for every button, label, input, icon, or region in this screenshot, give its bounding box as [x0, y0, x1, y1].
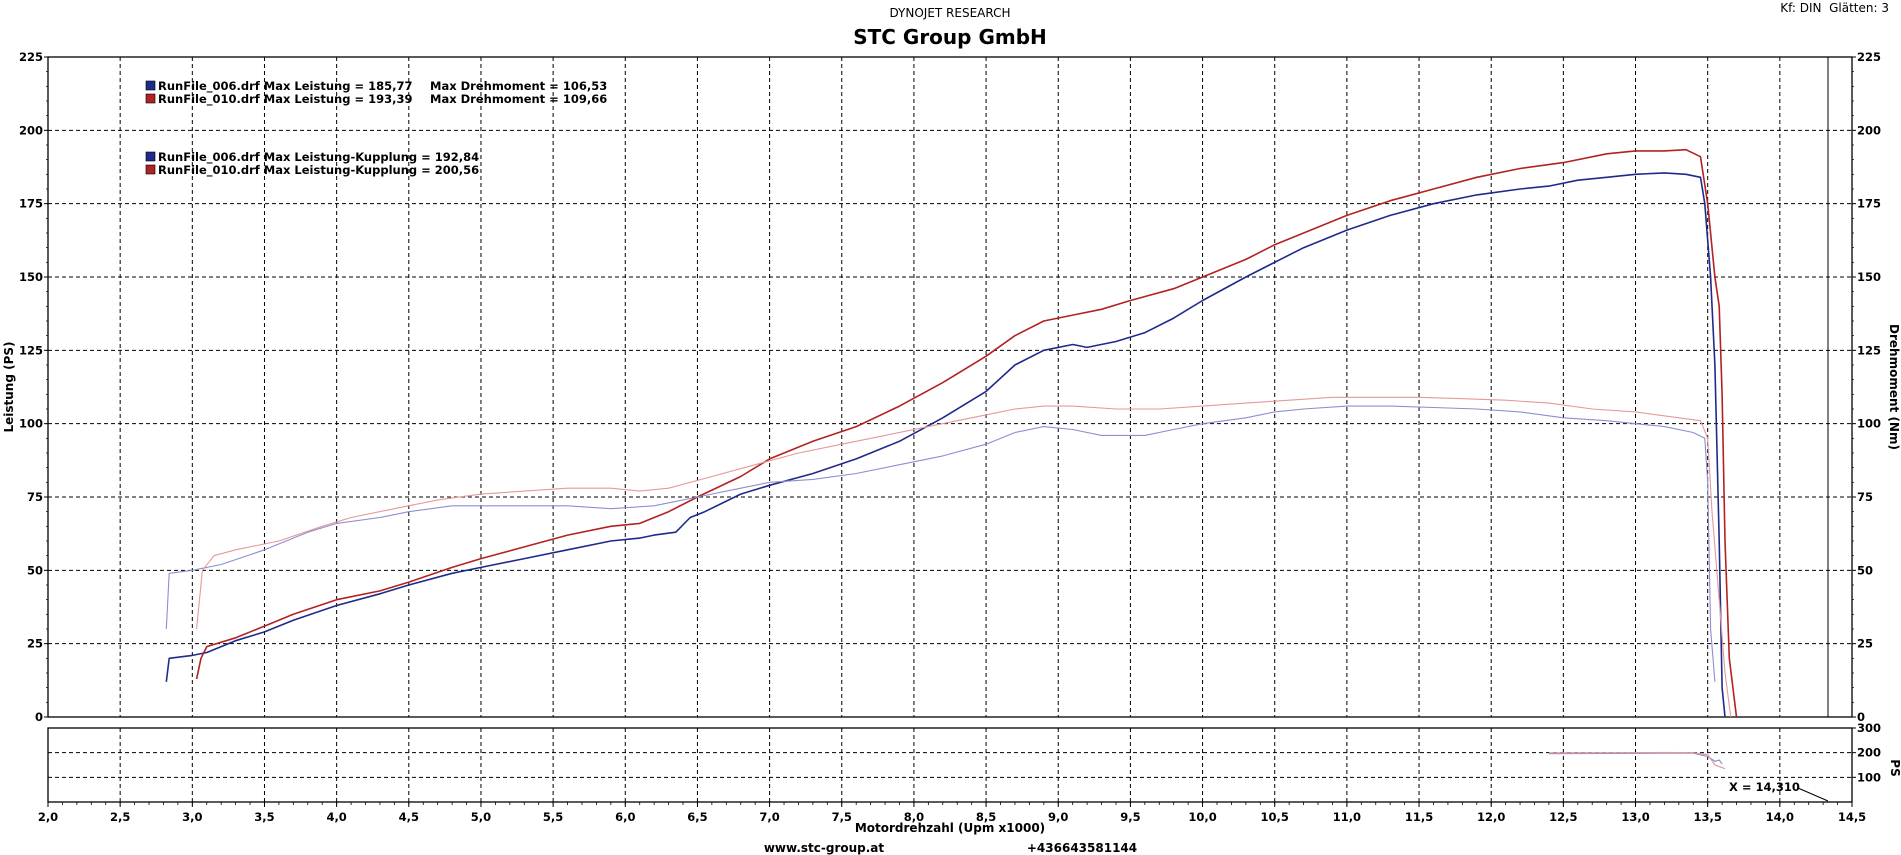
y-tick-label: 175 [19, 197, 43, 211]
sub-y-tick-labels: 100 200 300 [1852, 721, 1881, 784]
main-plot: 0 25 50 75 100 125 150 175 200 225 0 25 50 75 100 125 1… [19, 50, 1881, 724]
y2-tick-label: 25 [1857, 637, 1873, 651]
legend-swatch-010 [145, 93, 156, 104]
x-tick-label: 8,0 [904, 810, 924, 824]
x-tick-label: 13,5 [1693, 810, 1721, 824]
series-line-0 [165, 172, 1726, 718]
y-tick-label: 0 [35, 710, 43, 724]
y2-tick-labels: 0 25 50 75 100 125 150 175 200 225 [1852, 50, 1881, 724]
company-title: STC Group GmbH [853, 25, 1047, 49]
x-tick-label: 12,0 [1477, 810, 1505, 824]
sub-y-tick-label: 300 [1857, 721, 1881, 735]
main-grid [48, 57, 1852, 717]
y2-tick-label: 125 [1857, 343, 1881, 357]
y-tick-label: 225 [19, 50, 43, 64]
x-tick-label: 7,5 [832, 810, 852, 824]
sub-y-tick-label: 200 [1857, 746, 1881, 760]
sub-series-line-0 [1548, 752, 1723, 765]
series-line-3 [196, 396, 1732, 718]
sub-y-tick-label: 100 [1857, 770, 1881, 784]
y-tick-labels: 0 25 50 75 100 125 150 175 200 225 [19, 50, 48, 724]
x-tick-label: 3,5 [254, 810, 274, 824]
x-tick-label: 11,5 [1405, 810, 1433, 824]
y-tick-label: 125 [19, 343, 43, 357]
settings-label: Kf: DIN Glätten: 3 [1780, 1, 1889, 15]
footer-website: www.stc-group.at [764, 841, 885, 855]
y2-tick-label: 150 [1857, 270, 1881, 284]
legend-clutch-swatch-006 [145, 151, 156, 162]
x-tick-label: 12,5 [1549, 810, 1577, 824]
x-tick-label: 2,0 [38, 810, 58, 824]
y2-tick-label: 225 [1857, 50, 1881, 64]
x-tick-label: 5,0 [471, 810, 491, 824]
x-tick-label: 8,5 [976, 810, 996, 824]
y-tick-label: 100 [19, 417, 43, 431]
y-tick-label: 75 [27, 490, 43, 504]
legend-power-010: RunFile_010.drf Max Leistung = 193,39 [158, 92, 412, 107]
x-tick-label: 3,0 [182, 810, 202, 824]
legend-clutch-swatch-010 [145, 164, 156, 175]
series-line-2 [165, 405, 1716, 682]
x-tick-label: 4,5 [399, 810, 419, 824]
y2-tick-label: 175 [1857, 197, 1881, 211]
cursor-leader-line [1797, 787, 1829, 802]
x-tick-label: 10,0 [1188, 810, 1216, 824]
y-tick-label: 50 [27, 563, 43, 577]
x-tick-label: 6,0 [615, 810, 635, 824]
x-tick-label: 9,5 [1120, 810, 1140, 824]
x-tick-label: 13,0 [1621, 810, 1649, 824]
x-tick-label: 14,5 [1838, 810, 1866, 824]
footer-phone: +436643581144 [1027, 841, 1137, 855]
cursor-readout: X = 14,310 [1729, 780, 1800, 794]
y-tick-label: 200 [19, 123, 43, 137]
legend-torque-010: Max Drehmoment = 109,66 [430, 92, 607, 106]
x-tick-label: 5,5 [543, 810, 563, 824]
y-tick-label: 150 [19, 270, 43, 284]
legend-swatch-006 [145, 80, 156, 91]
x-tick-label: 11,0 [1333, 810, 1361, 824]
sub-series [1548, 751, 1726, 770]
x-axis-title: Motordrehzahl (Upm x1000) [855, 821, 1045, 835]
legend: RunFile_006.drf Max Leistung = 185,77 Ma… [145, 79, 607, 178]
y2-tick-label: 200 [1857, 123, 1881, 137]
y2-tick-label: 0 [1857, 710, 1865, 724]
bottom-x-tick-labels: 2,0 2,5 3,0 3,5 4,0 4,5 5,0 5,5 6,0 6,5 7,0 7,5 8,0 8… [38, 802, 1866, 824]
x-tick-label: 2,5 [110, 810, 130, 824]
main-series [165, 148, 1738, 718]
sub-series-line-1 [1548, 751, 1726, 770]
sub-plot-frame [47, 727, 1853, 803]
x-tick-label: 7,0 [759, 810, 779, 824]
legend-clutch-006: RunFile_006.drf Max Leistung-Kupplung = … [158, 150, 479, 165]
x-tick-label: 14,0 [1766, 810, 1794, 824]
x-tick-label: 6,5 [687, 810, 707, 824]
sub-grid [48, 728, 1852, 802]
y2-tick-label: 75 [1857, 490, 1873, 504]
legend-power-006: RunFile_006.drf Max Leistung = 185,77 [158, 79, 412, 94]
x-tick-label: 9,0 [1048, 810, 1068, 824]
sub-plot: 100 200 300 PS X = 14,310 [47, 721, 1901, 803]
legend-torque-006: Max Drehmoment = 106,53 [430, 79, 607, 93]
main-plot-frame [47, 56, 1853, 718]
sub-y-axis-title: PS [1888, 759, 1901, 776]
series-line-1 [195, 148, 1738, 718]
research-label: DYNOJET RESEARCH [889, 6, 1010, 20]
y-axis-title: Leistung (PS) [2, 341, 16, 432]
y2-axis-title: Drehmoment (Nm) [1887, 324, 1901, 450]
y2-tick-label: 100 [1857, 417, 1881, 431]
y2-tick-label: 50 [1857, 563, 1873, 577]
legend-clutch-010: RunFile_010.drf Max Leistung-Kupplung = … [158, 163, 479, 178]
y-tick-label: 25 [27, 637, 43, 651]
x-tick-label: 4,0 [326, 810, 346, 824]
x-tick-label: 10,5 [1261, 810, 1289, 824]
